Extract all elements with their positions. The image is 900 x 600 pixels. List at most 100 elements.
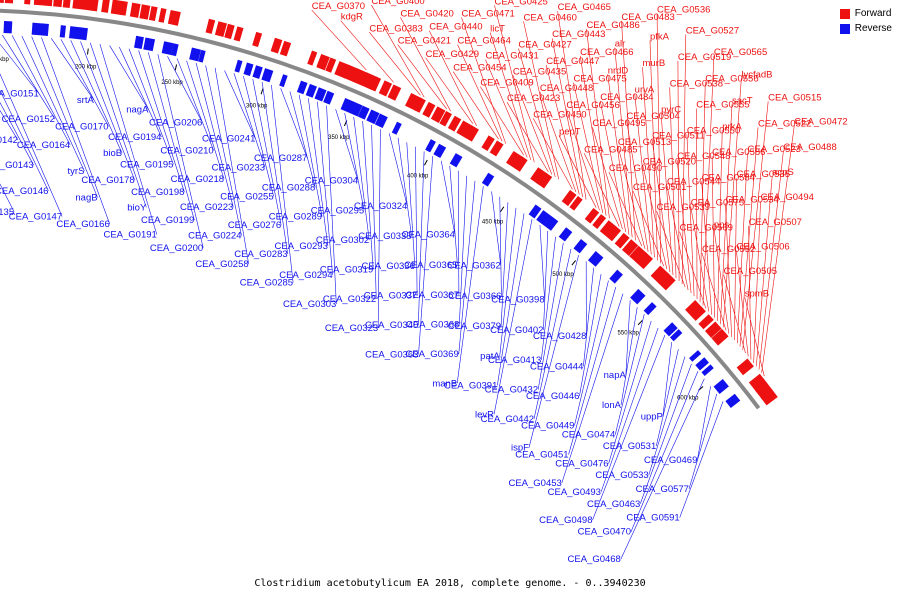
reverse-gene-label: CEA_G0335	[358, 231, 411, 242]
reverse-gene-label: CEA_G0324	[354, 201, 407, 212]
reverse-gene-label: CEA_G0369	[405, 349, 458, 360]
scale-tick	[423, 159, 428, 166]
forward-gene-label: CEA_G0544	[667, 177, 720, 188]
forward-leader	[722, 78, 742, 328]
reverse-gene-label: CEA_G0195	[120, 160, 173, 171]
forward-leader	[599, 100, 627, 233]
reverse-gene-label: manB	[432, 378, 457, 389]
reverse-gene-label: CEA_G0178	[81, 175, 134, 186]
reverse-leader	[326, 105, 337, 305]
forward-feature	[110, 0, 124, 15]
forward-feature	[378, 80, 393, 97]
reverse-feature	[643, 302, 657, 316]
reverse-gene-label: CEA_G0432	[485, 385, 538, 396]
reverse-gene-label: bioY	[127, 202, 147, 213]
reverse-feature	[357, 105, 370, 120]
forward-leader	[676, 160, 692, 294]
reverse-gene-label: CEA_G0287	[254, 153, 307, 164]
forward-feature	[657, 272, 676, 291]
reverse-leader	[308, 98, 329, 246]
reverse-leader	[224, 70, 256, 139]
reverse-leader	[620, 307, 638, 406]
forward-leader	[753, 201, 761, 363]
forward-leader	[512, 75, 553, 175]
scale-label: 500 kbp	[552, 272, 574, 278]
forward-feature	[538, 172, 553, 189]
forward-gene-label: prkA	[722, 121, 742, 132]
reverse-gene-label: ispF	[511, 443, 529, 454]
reverse-feature	[323, 90, 335, 105]
forward-leader	[461, 17, 507, 144]
reverse-gene-label: CEA_G0337	[364, 291, 417, 302]
reverse-leader	[539, 224, 545, 300]
forward-feature	[72, 0, 85, 10]
forward-leader	[494, 5, 535, 163]
forward-feature	[81, 0, 95, 11]
reverse-gene-label: CEA_G0152	[2, 114, 55, 125]
reverse-leader	[11, 35, 71, 146]
reverse-leader	[335, 109, 359, 181]
scale-label: 450 kbp	[482, 219, 504, 225]
forward-gene-label: CEA_G0486	[586, 20, 639, 31]
forward-leader	[761, 125, 795, 373]
scale-label: 400 kbp	[407, 174, 429, 180]
reverse-gene-label: CEA_G0493	[548, 487, 601, 498]
forward-gene-label: CEA_G0460	[524, 12, 577, 23]
reverse-leader	[70, 40, 123, 154]
forward-feature	[506, 150, 524, 170]
forward-gene-label: pyrC	[661, 105, 681, 116]
reverse-feature	[713, 378, 729, 394]
forward-gene-label: CEA_G0465	[558, 2, 611, 13]
forward-gene-label: pps	[714, 219, 730, 230]
forward-leader	[660, 113, 674, 276]
reverse-gene-label: CEA_G0368	[406, 320, 459, 331]
forward-leader	[579, 55, 607, 216]
forward-gene-label: CEA_G0425	[494, 0, 547, 7]
scale-tick	[571, 260, 577, 266]
forward-feature	[629, 245, 647, 264]
reverse-leader	[406, 142, 416, 267]
forward-leader	[557, 11, 587, 200]
genome-backbone	[0, 8, 761, 410]
reverse-gene-label: CEA_G0367	[406, 290, 459, 301]
reverse-gene-label: CEA_G0210	[160, 146, 213, 157]
reverse-swatch	[839, 23, 850, 34]
forward-feature	[748, 373, 768, 393]
forward-feature	[636, 252, 654, 270]
reverse-leader	[298, 94, 323, 217]
forward-gene-label: CEA_G0569	[680, 223, 733, 234]
forward-feature	[129, 2, 141, 18]
forward-feature	[91, 0, 99, 12]
reverse-leader	[371, 124, 377, 299]
forward-gene-label: CEA_G0472	[794, 116, 847, 127]
forward-leader	[506, 101, 549, 173]
legend-label-reverse: Reverse	[854, 23, 892, 34]
reverse-gene-label: CEA_G0198	[131, 187, 184, 198]
forward-gene-label: CEA_G0420	[400, 8, 453, 19]
reverse-gene-label: nagB	[75, 193, 97, 204]
forward-feature	[422, 101, 436, 118]
forward-leader	[725, 203, 732, 337]
forward-feature	[279, 40, 292, 57]
forward-leader	[566, 108, 600, 211]
forward-gene-label: CEA_G0429	[426, 49, 479, 60]
reverse-leader	[418, 151, 425, 326]
forward-leader	[583, 153, 620, 227]
forward-feature	[387, 84, 402, 101]
forward-gene-label: spmB	[745, 288, 769, 299]
reverse-feature	[69, 26, 81, 40]
reverse-leader	[449, 165, 458, 265]
reverse-leader	[543, 230, 549, 331]
reverse-feature	[31, 22, 43, 36]
reverse-gene-label: CEA_G0285	[240, 278, 293, 289]
forward-gene-label: CEA_G0409	[480, 77, 533, 88]
reverse-gene-label: CEA_G0289	[269, 212, 322, 223]
forward-gene-label: CEA_G0535	[737, 169, 790, 180]
reverse-leader	[458, 180, 476, 355]
forward-gene-label: CEA_G0450	[533, 109, 586, 120]
reverse-gene-label: CEA_G0142	[0, 135, 18, 146]
reverse-leader	[630, 371, 699, 532]
reverse-gene-label: nagA	[126, 105, 149, 116]
forward-leader	[523, 21, 560, 180]
